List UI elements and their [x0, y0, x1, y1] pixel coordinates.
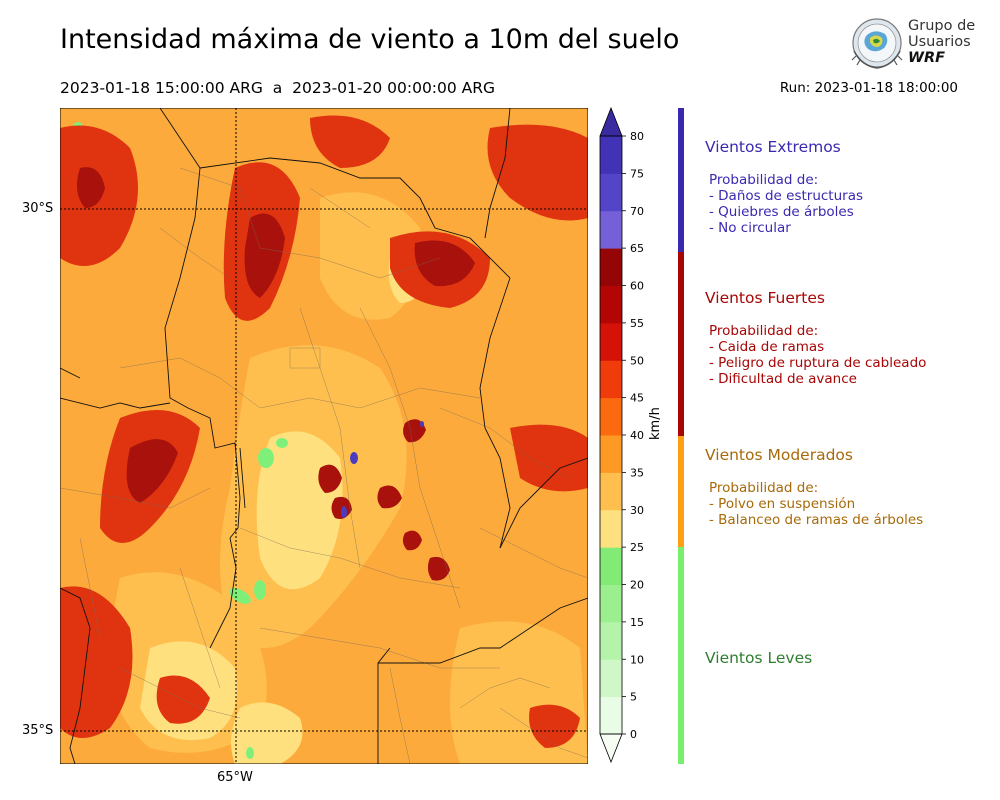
colorbar-tick-label: 60 [630, 280, 644, 293]
colorbar-tick-label: 55 [630, 317, 644, 330]
colorbar-tick-label: 50 [630, 354, 644, 367]
map-title: Intensidad máxima de viento a 10m del su… [60, 24, 680, 55]
legend-extreme-line-1: Probabilidad de: [709, 172, 819, 188]
colorbar-tick-label: 25 [630, 541, 644, 554]
colorbar-extend-max [599, 106, 623, 137]
colorbar-tick-label: 65 [630, 242, 644, 255]
logo-line-2: Usuarios [908, 34, 971, 50]
legend-bar-light [678, 547, 684, 764]
legend-body-extreme: Probabilidad de: - Daños de estructuras … [709, 172, 863, 236]
legend-bar-strong [678, 252, 684, 436]
legend-title-strong: Vientos Fuertes [705, 289, 825, 307]
legend-strong-line-2: - Caida de ramas [709, 339, 825, 355]
colorbar-bin [600, 285, 622, 324]
legend-extreme-line-2: - Daños de estructuras [709, 188, 864, 204]
colorbar-bin [600, 397, 622, 436]
lat-label-35s: 35°S [22, 723, 54, 738]
colorbar-bin [600, 509, 622, 548]
province-boundaries [60, 108, 588, 764]
colorbar-bin [600, 696, 622, 735]
legend-body-strong: Probabilidad de: - Caida de ramas - Peli… [709, 323, 926, 387]
colorbar: 0 5 10 15 20 25 30 35 40 45 50 55 60 65 70 75 80 [599, 106, 644, 764]
colorbar-tick-label: 0 [630, 728, 637, 741]
legend-extreme-line-3: - Quiebres de árboles [709, 204, 854, 220]
logo-line-wrf: WRF [908, 50, 946, 66]
colorbar-tick-label: 20 [630, 579, 644, 592]
forecast-period: 2023-01-18 15:00:00 ARG a 2023-01-20 00:… [60, 79, 496, 97]
legend-body-moderate: Probabilidad de: - Polvo en suspensión -… [709, 480, 923, 528]
colorbar-bin [600, 659, 622, 698]
globe-emblem-icon [851, 18, 903, 69]
colorbar-bin [600, 435, 622, 473]
legend-title-moderate: Vientos Moderados [705, 446, 853, 464]
colorbar-tick-label: 35 [630, 466, 644, 479]
lon-label-65w: 65°W [217, 770, 253, 785]
colorbar-units: km/h [648, 407, 663, 440]
colorbar-bin [600, 360, 622, 399]
colorbar-tick-label: 75 [630, 167, 644, 180]
legend-bar-moderate [678, 436, 684, 547]
legend-strong-line-3: - Peligro de ruptura de cableado [709, 355, 927, 371]
grupo-usuarios-wrf-logo: Grupo de Usuarios WRF [848, 16, 975, 74]
colorbar-bin [600, 210, 622, 249]
colorbar-tick-label: 70 [630, 205, 644, 218]
logo-text: Grupo de Usuarios WRF [908, 18, 975, 66]
very-strong-wind-cores [76, 167, 475, 581]
wind-speed-map [60, 108, 588, 764]
graticule [60, 108, 588, 764]
lat-label-30s: 30°S [22, 201, 54, 216]
colorbar-tick-label: 40 [630, 429, 644, 442]
legend-extreme-line-4: - No circular [709, 220, 791, 236]
legend-title-light: Vientos Leves [705, 649, 813, 667]
colorbar-tick-label: 15 [630, 616, 644, 629]
colorbar-tick-label: 45 [630, 392, 644, 405]
legend-bar-extreme [678, 108, 684, 252]
legend-moderate-line-2: - Polvo en suspensión [709, 496, 856, 512]
run-time: Run: 2023-01-18 18:00:00 [779, 80, 958, 96]
colorbar-bin [600, 248, 622, 286]
colorbar-bin [600, 173, 622, 212]
legend-strong-line-4: - Dificultad de avance [709, 371, 857, 387]
colorbar-tick-label: 80 [630, 130, 644, 143]
colorbar-bin [600, 547, 622, 585]
legend-strong-line-1: Probabilidad de: [709, 323, 819, 339]
department-boundaries [60, 167, 588, 764]
colorbar-tick-label: 30 [630, 504, 644, 517]
legend-moderate-line-3: - Balanceo de ramas de árboles [709, 512, 924, 528]
logo-line-1: Grupo de [908, 18, 976, 34]
extreme-wind-spots [341, 421, 424, 518]
colorbar-extend-min [599, 733, 623, 764]
colorbar-bin [600, 136, 622, 174]
colorbar-bin [600, 472, 622, 511]
legend-moderate-line-1: Probabilidad de: [709, 480, 819, 496]
colorbar-tick-label: 10 [630, 653, 644, 666]
colorbar-bin [600, 621, 622, 660]
colorbar-bin [600, 322, 622, 361]
colorbar-bin [600, 584, 622, 623]
colorbar-tick-label: 5 [630, 691, 637, 704]
legend-title-extreme: Vientos Extremos [705, 138, 841, 156]
